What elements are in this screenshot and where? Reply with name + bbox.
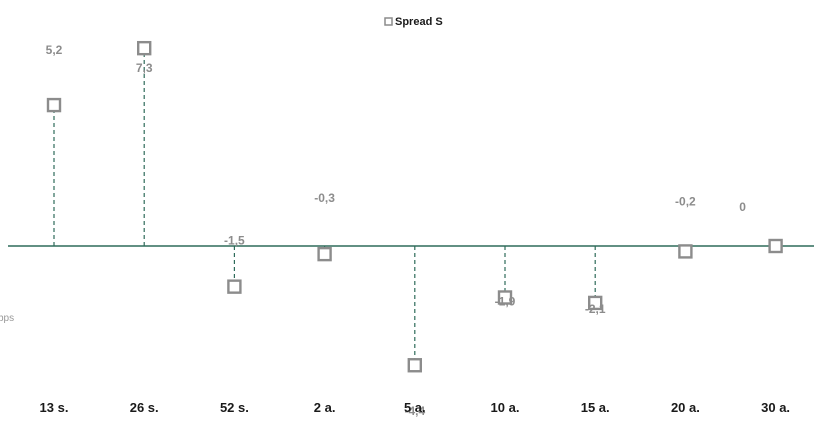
data-point (678, 244, 693, 259)
data-point (497, 290, 513, 305)
data-point (46, 97, 62, 113)
data-label: -0,2 (675, 194, 696, 208)
legend-label: Spread S (395, 16, 443, 28)
data-label: 0 (739, 200, 746, 214)
data-point (588, 295, 603, 311)
x-tick-label: 13 s. (40, 400, 69, 415)
data-label: -0,3 (314, 191, 335, 205)
legend: Spread S (384, 16, 443, 28)
x-tick-label: 26 s. (130, 400, 159, 415)
data-label: -4,4 (404, 404, 425, 418)
x-tick-label: 20 a. (671, 400, 700, 415)
x-tick-label: 5 a. (404, 400, 426, 415)
data-point (227, 279, 242, 294)
x-tick-label: 2 a. (314, 400, 336, 415)
data-label: -2,1 (585, 302, 606, 316)
data-point (317, 246, 332, 262)
data-label: -1,9 (495, 294, 516, 308)
x-tick-label: 52 s. (220, 400, 249, 415)
data-label: -1,5 (224, 234, 245, 248)
data-point (407, 358, 422, 373)
data-point (136, 40, 152, 56)
x-tick-label: 10 a. (491, 400, 520, 415)
side-label: bps (0, 313, 14, 324)
data-point (768, 238, 783, 254)
legend-marker (384, 17, 393, 26)
x-tick-label: 30 a. (761, 400, 790, 415)
x-tick-label: 15 a. (581, 400, 610, 415)
data-label: 7,3 (136, 61, 153, 75)
data-label: 5,2 (46, 43, 63, 57)
